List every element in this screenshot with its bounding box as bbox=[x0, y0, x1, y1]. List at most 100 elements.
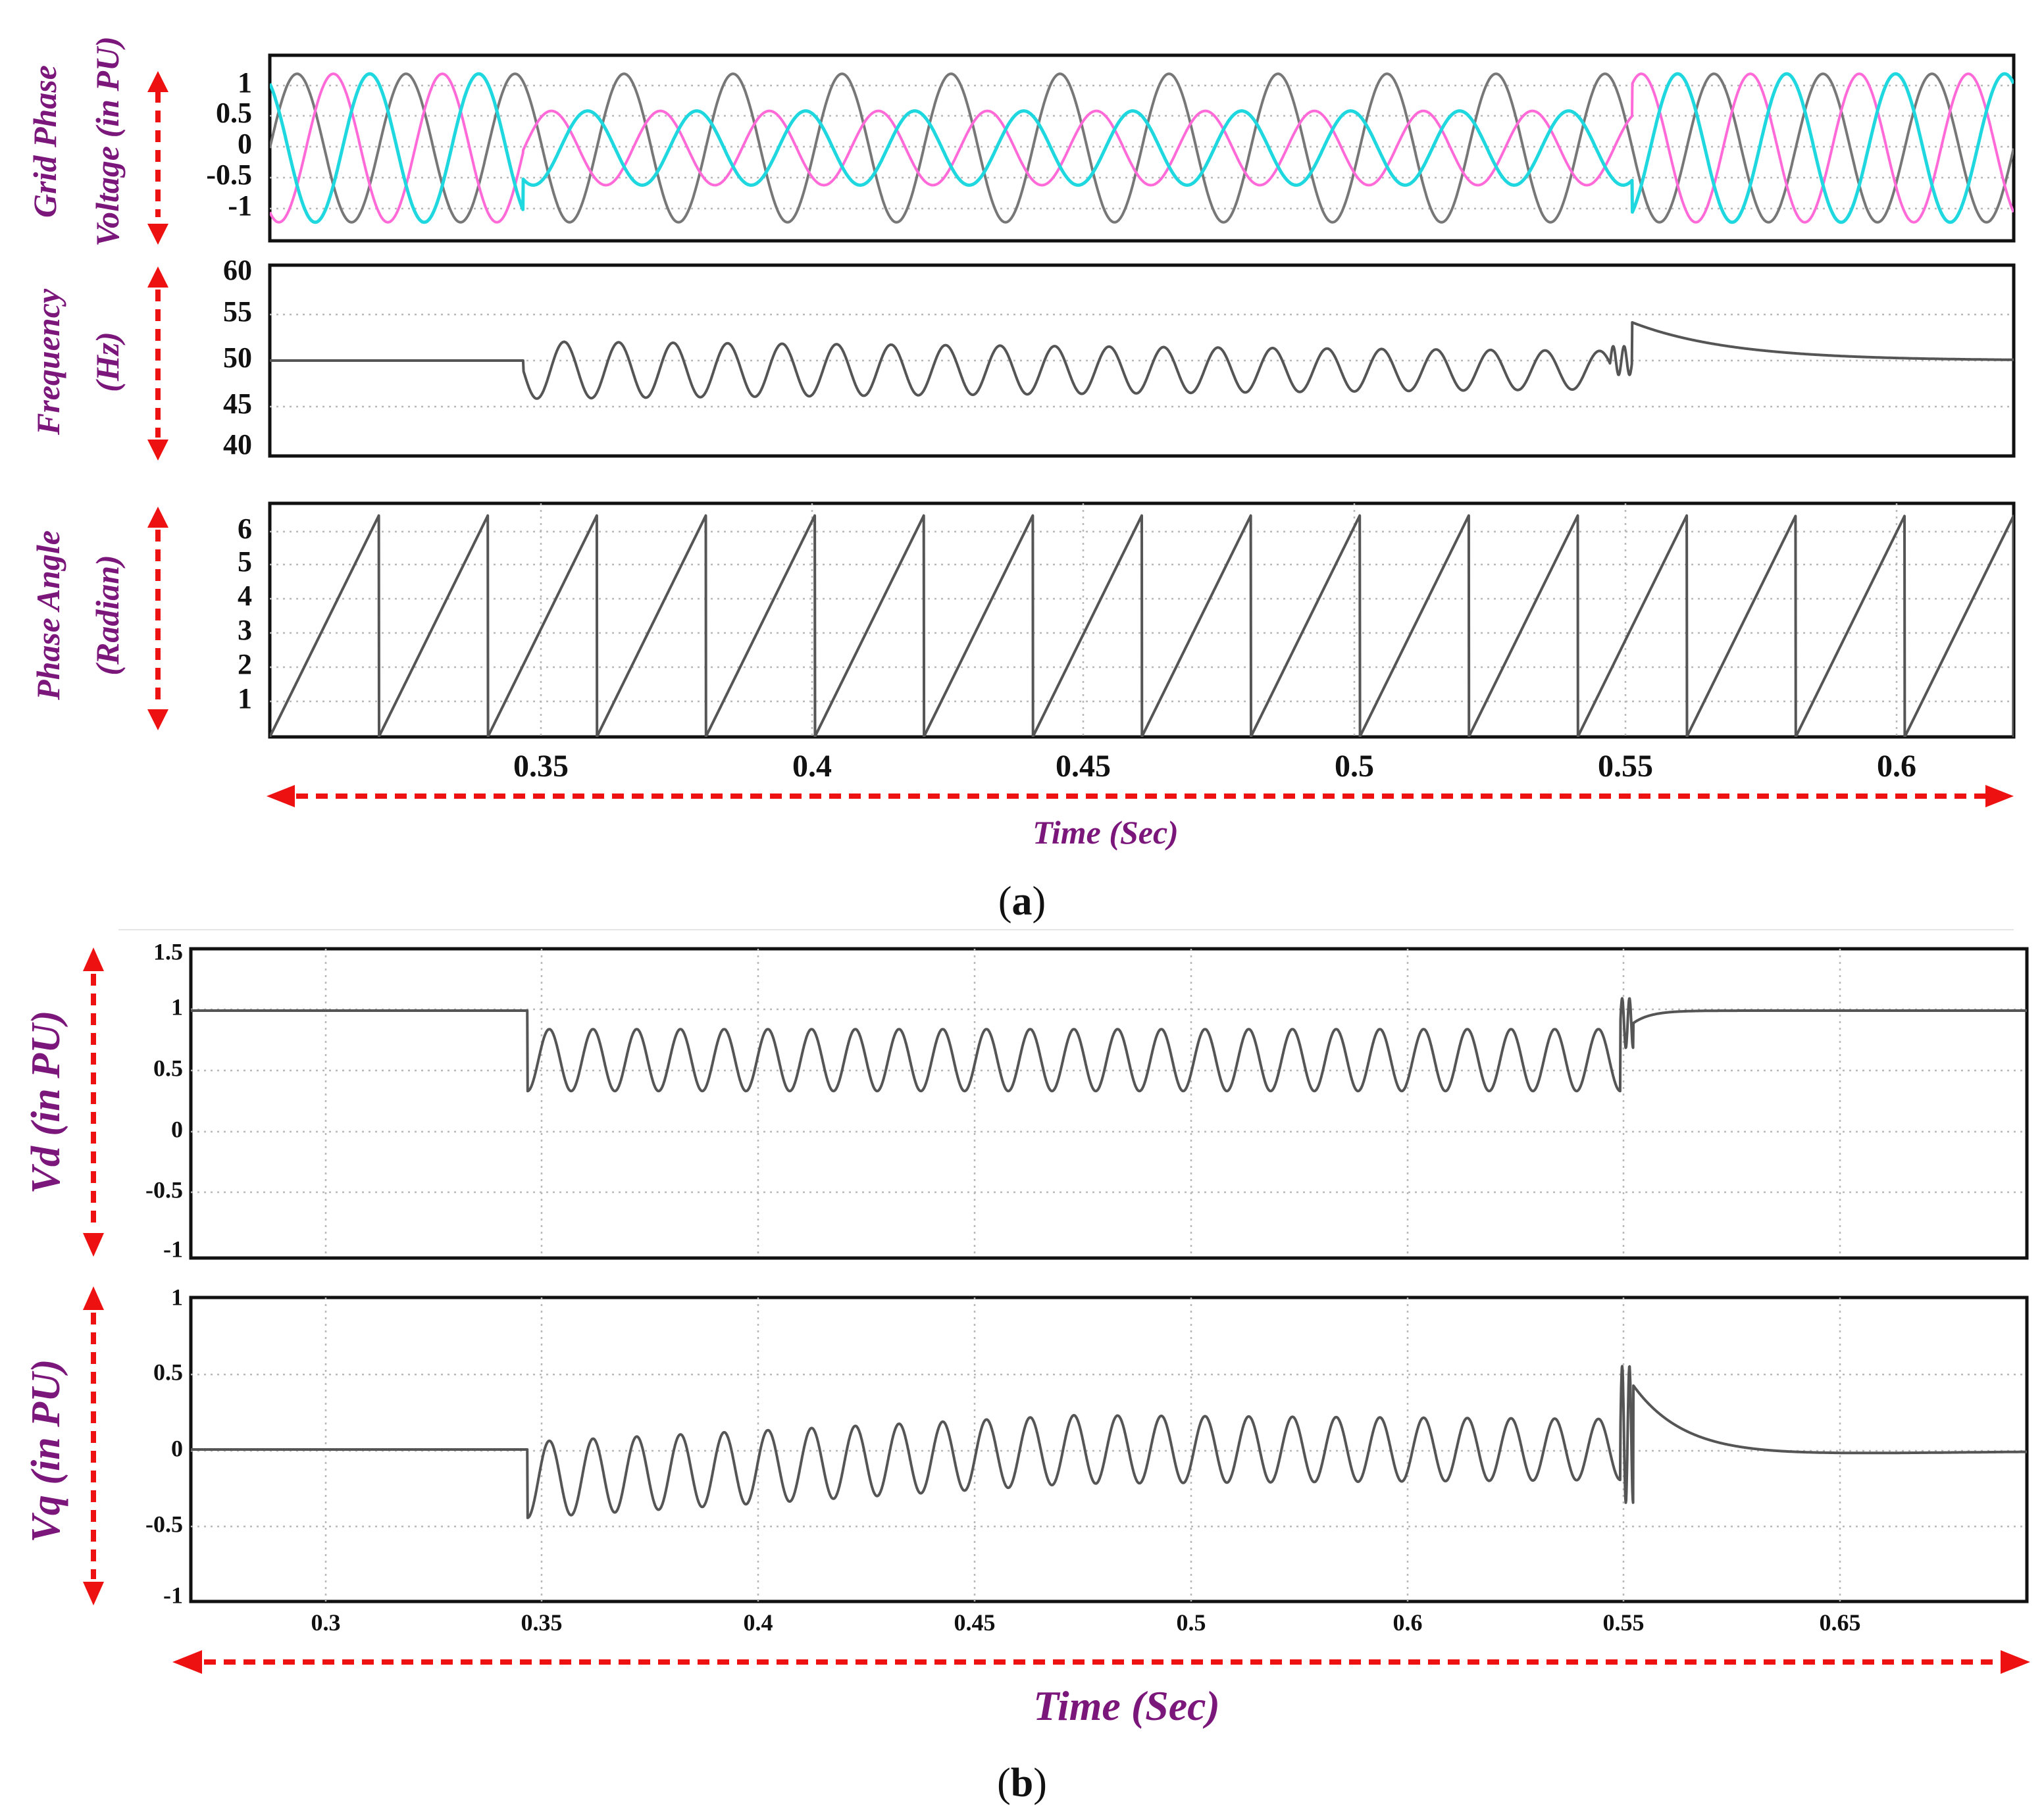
arrow-left-head bbox=[172, 1650, 202, 1674]
panel-a-x-tick: 0.6 bbox=[1877, 749, 1916, 784]
panel-b-x-tick: 0.4 bbox=[744, 1609, 773, 1636]
arrow-down-head bbox=[147, 440, 168, 461]
arrow-down-head bbox=[83, 1582, 104, 1605]
vq-y-tick: -0.5 bbox=[145, 1511, 183, 1537]
panel-b-x-tick: 0.6 bbox=[1393, 1609, 1423, 1636]
phase-angle-y-tick: 4 bbox=[238, 580, 252, 612]
panel-b-x-tick: 0.3 bbox=[311, 1609, 341, 1636]
phase-angle-y-ticks: 6 5 4 3 2 1 bbox=[238, 513, 252, 715]
panel-a-x-label: Time (Sec) bbox=[1033, 814, 1179, 851]
voltage-y-label-line1: Grid Phase bbox=[26, 65, 63, 218]
voltage-y-label-line2: Voltage (in PU) bbox=[89, 36, 126, 246]
frequency-y-tick: 45 bbox=[223, 388, 252, 420]
frequency-y-tick: 40 bbox=[223, 428, 252, 461]
phase-angle-y-tick: 6 bbox=[238, 513, 252, 545]
phase-angle-trace bbox=[270, 514, 2014, 737]
frequency-y-label-line2: (Hz) bbox=[89, 332, 126, 392]
panel-b-x-tick: 0.45 bbox=[954, 1609, 996, 1636]
arrow-down-head bbox=[147, 709, 168, 730]
frequency-y-label-line1: Frequency bbox=[30, 288, 66, 436]
panel-b-x-tick: 0.55 bbox=[1603, 1609, 1645, 1636]
arrow-up-head bbox=[147, 266, 168, 288]
vq-trace bbox=[191, 1365, 2027, 1519]
panel-a-x-tick: 0.35 bbox=[513, 749, 569, 784]
vd-y-tick: -1 bbox=[163, 1236, 183, 1262]
panel-a-x-ticks: 0.35 0.4 0.45 0.5 0.55 0.6 bbox=[513, 749, 1916, 784]
vq-y-tick: 0 bbox=[171, 1435, 183, 1461]
vd-grid bbox=[191, 949, 2027, 1258]
panel-a-x-tick: 0.4 bbox=[792, 749, 832, 784]
arrow-down-head bbox=[83, 1233, 104, 1257]
vd-y-ticks: 1.5 1 0.5 0 -0.5 -1 bbox=[145, 938, 183, 1262]
panel-b-x-tick: 0.5 bbox=[1177, 1609, 1206, 1636]
phase-angle-plot: 6 5 4 3 2 1 Phase Angle (Radian) bbox=[30, 501, 2016, 739]
phase-a-trace bbox=[270, 72, 2014, 224]
vq-y-tick: -1 bbox=[163, 1582, 183, 1608]
arrow-up-head bbox=[147, 507, 168, 528]
phase-angle-y-label-line1: Phase Angle bbox=[30, 530, 66, 701]
arrow-up-head bbox=[83, 947, 104, 971]
arrow-down-head bbox=[147, 224, 168, 245]
vq-y-arrow bbox=[83, 1286, 104, 1605]
frequency-y-label: Frequency (Hz) bbox=[30, 288, 126, 436]
frequency-y-tick: 50 bbox=[223, 341, 252, 374]
panel-a-x-tick: 0.55 bbox=[1598, 749, 1653, 784]
phase-c-trace bbox=[270, 72, 2014, 224]
voltage-y-tick: 0.5 bbox=[216, 97, 252, 129]
panel-a-x-tick: 0.5 bbox=[1335, 749, 1374, 784]
vd-y-tick: 0.5 bbox=[153, 1055, 183, 1081]
phase-angle-y-arrow bbox=[147, 507, 168, 730]
panel-b: 1.5 1 0.5 0 -0.5 -1 Vd (in PU) bbox=[24, 938, 2030, 1805]
voltage-plot: 1 0.5 0 -0.5 -1 Grid Phase Voltage (in P… bbox=[26, 36, 2016, 247]
panel-b-caption: (b) bbox=[997, 1761, 1047, 1805]
vq-y-label: Vq (in PU) bbox=[24, 1359, 68, 1543]
arrow-up-head bbox=[147, 71, 168, 92]
phase-angle-y-label-line2: (Radian) bbox=[89, 555, 126, 675]
voltage-y-ticks: 1 0.5 0 -0.5 -1 bbox=[206, 66, 252, 222]
vd-y-tick: 1.5 bbox=[153, 938, 183, 965]
arrow-right-head bbox=[2001, 1650, 2030, 1674]
panel-b-x-ticks: 0.3 0.35 0.4 0.45 0.5 0.6 0.55 0.65 bbox=[311, 1609, 1861, 1636]
frequency-grid bbox=[270, 313, 2014, 408]
frequency-y-ticks: 60 55 50 45 40 bbox=[223, 254, 252, 461]
vq-plot: 1 0.5 0 -0.5 -1 Vq (in PU) bbox=[24, 1284, 2029, 1608]
vd-plot: 1.5 1 0.5 0 -0.5 -1 Vd (in PU) bbox=[24, 938, 2029, 1262]
vd-y-tick: -0.5 bbox=[145, 1176, 183, 1203]
vd-trace bbox=[191, 997, 2027, 1093]
panel-a-x-arrow bbox=[267, 785, 2014, 807]
vq-y-tick: 0.5 bbox=[153, 1359, 183, 1385]
arrow-right-head bbox=[1985, 785, 2014, 807]
arrow-left-head bbox=[267, 785, 295, 807]
phase-b-trace bbox=[270, 72, 2014, 224]
vd-y-tick: 1 bbox=[171, 994, 183, 1020]
phase-angle-y-tick: 3 bbox=[238, 614, 252, 646]
phase-angle-grid bbox=[270, 503, 2014, 737]
panel-b-x-tick: 0.65 bbox=[1820, 1609, 1861, 1636]
phase-angle-y-tick: 1 bbox=[238, 682, 252, 715]
panel-b-x-arrow bbox=[172, 1650, 2030, 1674]
panel-a: 1 0.5 0 -0.5 -1 Grid Phase Voltage (in P… bbox=[26, 36, 2016, 924]
panel-b-x-tick: 0.35 bbox=[521, 1609, 563, 1636]
phase-angle-y-tick: 5 bbox=[238, 545, 252, 578]
vq-y-ticks: 1 0.5 0 -0.5 -1 bbox=[145, 1284, 183, 1608]
voltage-y-tick: -0.5 bbox=[206, 159, 252, 191]
vd-y-arrow bbox=[83, 947, 104, 1257]
frequency-y-arrow bbox=[147, 266, 168, 461]
frequency-y-tick: 60 bbox=[223, 254, 252, 286]
voltage-y-label: Grid Phase Voltage (in PU) bbox=[26, 36, 126, 246]
vd-plot-frame bbox=[189, 947, 2029, 1260]
phase-angle-y-tick: 2 bbox=[238, 648, 252, 680]
panel-a-x-tick: 0.45 bbox=[1056, 749, 1111, 784]
arrow-up-head bbox=[83, 1286, 104, 1310]
panel-a-caption: (a) bbox=[998, 879, 1046, 924]
voltage-y-tick: 1 bbox=[238, 66, 252, 99]
vd-y-label: Vd (in PU) bbox=[24, 1011, 68, 1194]
voltage-y-tick: 0 bbox=[238, 128, 252, 160]
panel-b-x-label: Time (Sec) bbox=[1033, 1682, 1220, 1729]
frequency-y-tick: 55 bbox=[223, 295, 252, 328]
voltage-y-tick: -1 bbox=[228, 189, 252, 222]
frequency-trace bbox=[270, 321, 2014, 400]
vq-y-tick: 1 bbox=[171, 1284, 183, 1310]
vd-y-tick: 0 bbox=[171, 1116, 183, 1142]
